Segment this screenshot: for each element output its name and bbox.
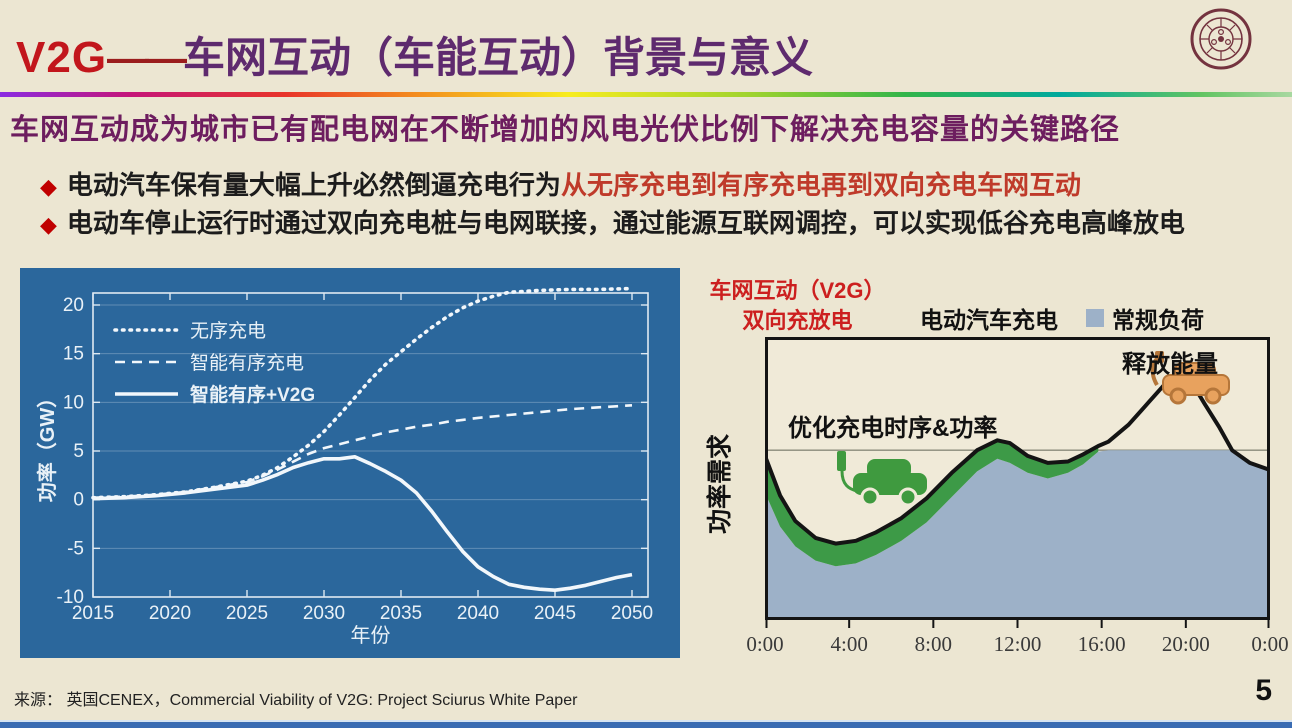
svg-text:2015: 2015 [72, 603, 114, 624]
x-tick-label: 0:00 [1251, 632, 1289, 656]
legend-base-load-label: 常规负荷 [1112, 307, 1204, 333]
svg-text:2030: 2030 [303, 603, 345, 624]
legend-label: 智能有序充电 [190, 352, 304, 374]
bullet-1-text: 电动汽车保有量大幅上升必然倒逼充电行为 [66, 170, 561, 200]
series-dashed [92, 404, 633, 499]
svg-text:-10: -10 [57, 587, 84, 608]
diamond-bullet-icon: ◆ [40, 174, 57, 199]
title-text: 车网互动（车能互动）背景与意义 [183, 34, 814, 81]
svg-text:2025: 2025 [226, 603, 268, 624]
svg-text:15: 15 [63, 344, 84, 365]
svg-text:2045: 2045 [534, 603, 576, 624]
source-citation: 来源： 英国CENEX，Commercial Viability of V2G:… [14, 692, 578, 709]
page-title: V2G——车网互动（车能互动）背景与意义 [16, 24, 813, 85]
x-tick-label: 16:00 [1077, 632, 1126, 656]
right-chart-x-axis: 0:00 4:00 8:00 12:00 16:00 20:00 0:00 [746, 632, 1288, 658]
x-tick-label: 0:00 [746, 632, 784, 656]
svg-text:5: 5 [73, 441, 84, 462]
svg-text:2035: 2035 [380, 603, 422, 624]
legend-label: 无序充电 [190, 320, 266, 342]
annotation-optimize-charging: 优化充电时序&功率 [788, 415, 998, 442]
orange-ev-car-icon [1150, 351, 1230, 405]
page-number: 5 [1255, 674, 1272, 707]
svg-text:功率（GW）: 功率（GW） [35, 388, 59, 502]
green-ev-car-icon [837, 451, 927, 507]
annotation-release-energy: 释放能量 [1122, 351, 1218, 378]
v2g-bidirectional-label: 车网互动（V2G） 双向充放电 [709, 278, 886, 333]
svg-text:2050: 2050 [611, 603, 653, 624]
svg-text:0: 0 [73, 490, 84, 511]
x-tick-label: 8:00 [914, 632, 952, 656]
bullet-2-text: 电动车停止运行时通过双向充电桩与电网联接，通过能源互联网调控，可以实现低谷充电高… [66, 208, 1185, 238]
bullet-2: ◆ 电动车停止运行时通过双向充电桩与电网联接，通过能源互联网调控，可以实现低谷充电… [40, 203, 1185, 240]
ev-charging-area [765, 440, 1099, 567]
bullet-1-highlight: 从无序充电到有序充电再到双向充电车网互动 [560, 170, 1081, 200]
svg-text:-5: -5 [67, 538, 84, 559]
title-v2g: V2G [16, 33, 108, 82]
svg-text:2040: 2040 [457, 603, 499, 624]
subtitle: 车网互动成为城市已有配电网在不断增加的风电光伏比例下解决充电容量的关键路径 [10, 114, 1121, 146]
svg-text:10: 10 [63, 392, 84, 413]
base-load-area [765, 450, 1270, 620]
series-solid [92, 455, 633, 593]
x-tick-label: 20:00 [1161, 632, 1210, 656]
university-logo-icon [1190, 8, 1252, 70]
bottom-accent-bar [0, 720, 1292, 728]
diamond-bullet-icon: ◆ [40, 212, 57, 237]
area-chart-canvas [763, 337, 1272, 628]
right-chart-ylabel: 功率需求 [706, 434, 734, 535]
right-chart-legend: 电动汽车充电 常规负荷 [920, 301, 1204, 335]
legend-base-load-swatch [1086, 309, 1104, 327]
bullet-1: ◆ 电动汽车保有量大幅上升必然倒逼充电行为从无序充电到有序充电再到双向充电车网互动 [40, 165, 1081, 202]
legend-label: 智能有序+V2G [190, 383, 315, 406]
line-chart-canvas: 2015 2020 2025 2030 2035 2040 2045 2050-10-5051… [20, 268, 680, 658]
svg-text:年份: 年份 [351, 624, 391, 647]
svg-text:20: 20 [63, 295, 84, 316]
rainbow-divider [0, 92, 1292, 97]
title-dash: —— [107, 34, 187, 81]
power-gw-line-chart: 2015 2020 2025 2030 2035 2040 2045 2050 -10 -5 0 5 1… [20, 268, 680, 658]
x-tick-label: 4:00 [830, 632, 868, 656]
svg-text:2020: 2020 [149, 603, 191, 624]
legend-ev-charging-label: 电动汽车充电 [920, 307, 1058, 333]
x-tick-label: 12:00 [993, 632, 1042, 656]
load-curve-plot [763, 337, 1272, 629]
